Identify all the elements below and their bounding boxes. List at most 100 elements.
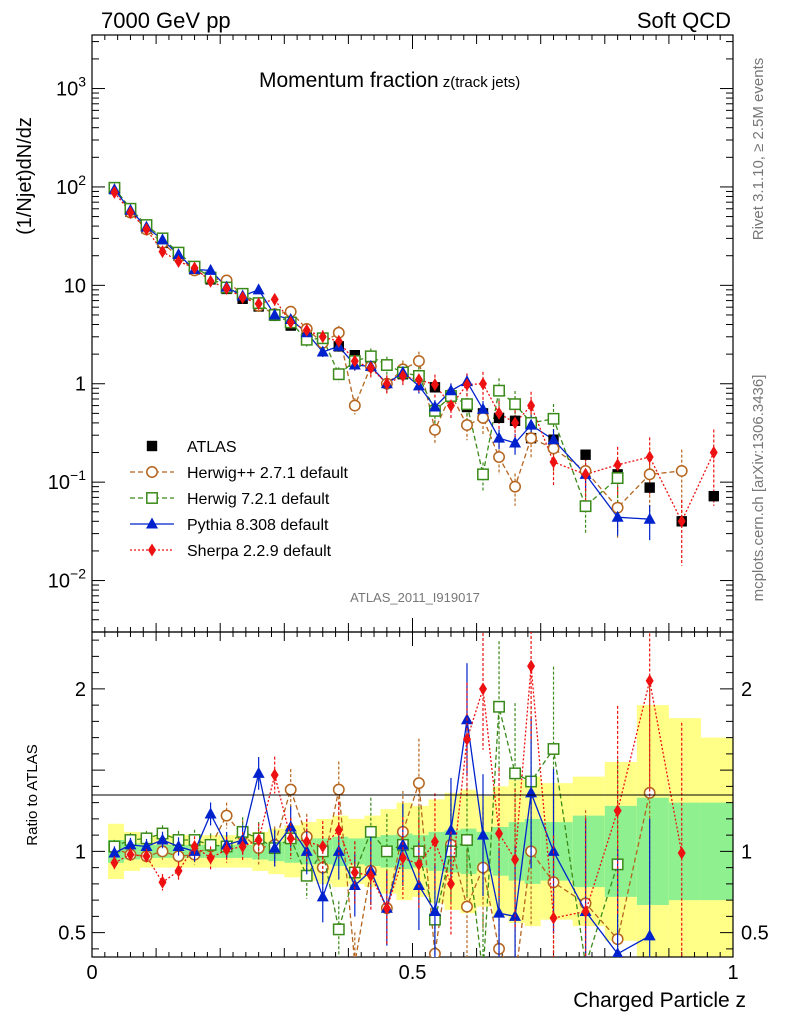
ratio-point [286,831,295,845]
ratio-point [206,851,215,865]
side-text-bottom: mcplots.cern.ch [arXiv:1306.3436] [750,375,767,602]
ratio-point [142,849,151,863]
ratio-sherpa [110,632,686,957]
data-point [446,399,455,413]
ratio-point [222,843,231,857]
data-point [172,248,185,260]
markers-herwig [108,181,624,513]
data-point [643,468,656,481]
band-inner [364,836,381,866]
y-tick-label: 10−1 [48,467,86,494]
ratio-point [204,838,217,851]
x-tick-label: 0.5 [399,962,427,984]
ratio-point [364,825,377,838]
y-tick-label: 1 [75,374,86,396]
ratio-point [643,929,656,941]
data-point [382,377,391,391]
ratio-point [332,923,345,936]
ratio-point [547,844,560,856]
data-point [527,399,536,413]
y-tick-label: 103 [56,74,86,101]
y-tick-base: 10 [56,177,78,199]
ratio-y-tick-label-right: 2 [741,679,752,701]
data-point [509,398,522,411]
ratio-point [268,841,281,853]
y-tick-base: 1 [75,374,86,396]
data-point [380,359,393,371]
series-line [113,187,619,508]
ratio-point [108,846,121,858]
ratio-point [254,833,263,847]
ratio-uncertainty-bands [108,705,733,957]
ratio-point [412,879,425,890]
data-point [493,384,505,397]
ratio-point [478,970,488,980]
data-point [479,377,488,391]
ratio-y-tick-label-left: 2 [75,679,86,701]
ratio-point [174,864,183,878]
ratio-point [428,905,441,916]
ratio-point [527,659,536,673]
data-point [547,412,560,425]
data-point [580,449,591,460]
y-tick-base: 10 [48,571,70,593]
band-inner [668,802,701,901]
x-tick-label: 0 [86,962,97,984]
ratio-point [238,840,247,853]
data-point [549,455,558,469]
legend-label: Sherpa 2.2.9 default [187,543,332,560]
y-tick-label: 10−2 [48,566,86,593]
header-right: Soft QCD [637,8,731,33]
data-point [581,467,590,481]
data-point [525,432,538,445]
legend-item: Herwig++ 2.7.1 default [130,465,349,482]
band-inner [636,797,669,905]
data-point [477,411,489,424]
y-tick-exponent: −2 [70,566,86,582]
ratio-point [220,809,233,822]
data-point [142,222,151,236]
ratio-point [461,834,473,846]
legend-marker [146,466,158,478]
data-point [348,399,361,412]
plot-title-suffix: z(track jets) [443,74,521,91]
ratio-point [126,848,135,862]
data-point [332,368,345,381]
ratio-point [677,846,686,860]
band-inner [492,827,509,876]
data-point [268,308,281,320]
ratio-y-tick-label-right: 0.5 [741,923,769,945]
ratio-point [190,840,199,853]
ratio-point [509,767,522,780]
y-tick-exponent: 3 [78,74,86,90]
ratio-point [430,835,439,849]
ratio-point [284,820,297,832]
ratio-point [612,947,623,957]
ratio-point [461,900,473,913]
side-text-top: Rivet 3.1.10, ≥ 2.5M events [750,58,767,241]
ratio-point [549,911,558,925]
ratio-point [140,840,153,851]
data-point [509,480,522,493]
data-point [158,245,167,259]
ratio-point [645,674,654,688]
ratio-point [318,840,327,853]
ratio-point [332,783,345,796]
band-inner [428,831,445,871]
ratio-point [477,828,490,840]
legend-label: Herwig++ 2.7.1 default [187,465,349,482]
ratio-point [398,851,407,865]
ratio-point [350,958,360,968]
data-point [412,355,425,368]
ratio-point [446,877,455,891]
ratio-point [156,833,169,845]
ratio-point [493,700,505,713]
data-point [709,446,718,460]
ratio-point [204,807,217,819]
data-point [204,263,217,275]
ratio-point [511,853,520,866]
ratio-y-tick-label-right: 1 [741,841,752,863]
data-point [302,323,311,337]
ratio-point [462,732,471,746]
band-inner [284,840,301,863]
